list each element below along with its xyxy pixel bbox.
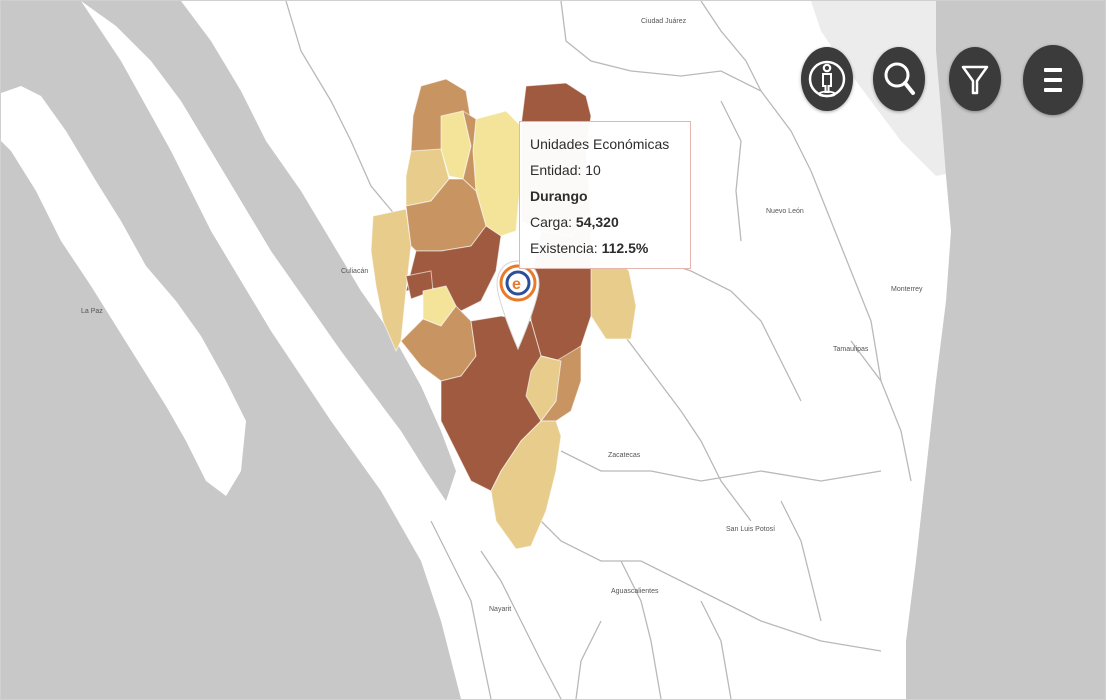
label-tamaulipas: Tamaulipas [833,346,869,353]
person-location-icon [808,60,846,98]
tooltip-entity-label: Entidad: [530,162,582,178]
label-zacatecas: Zacatecas [608,452,641,459]
tooltip-title: Unidades Económicas [530,136,670,152]
filter-button[interactable] [949,47,1001,111]
tooltip-existencia-label: Existencia: [530,240,598,256]
water-west [1,1,461,699]
map-pin-icon: e [496,260,540,351]
label-san-luis-potosi: San Luis Potosí [726,526,775,533]
filter-icon [961,65,989,95]
tooltip-existencia-row: Existencia: 112.5% [530,235,680,261]
label-culiacan: Culiacán [341,268,368,275]
label-aguascalientes: Aguascalientes [611,588,659,595]
label-nuevo-leon: Nuevo León [766,208,804,215]
locate-button[interactable] [801,47,853,111]
menu-icon [1044,68,1062,92]
region-south-light[interactable] [490,420,562,550]
gulf-of-mexico [906,1,1105,699]
label-monterrey: Monterrey [891,286,923,293]
map-pin-marker[interactable]: e [495,259,541,351]
tooltip-carga-value: 54,320 [575,214,619,230]
region-southeast-light[interactable] [525,355,562,422]
tooltip-state-name: Durango [530,188,588,204]
state-borders [285,1,912,699]
label-nayarit: Nayarit [489,606,511,613]
tooltip-entity-value: 10 [585,162,601,178]
label-la-paz: La Paz [81,308,103,315]
search-button[interactable] [873,47,925,111]
menu-button[interactable] [1023,45,1083,115]
tooltip-entity-row: Entidad: 10 [530,157,680,183]
tooltip-carga-label: Carga: [530,214,573,230]
tooltip-carga-row: Carga: 54,320 [530,209,680,235]
svg-text:e: e [512,276,521,293]
search-icon [884,62,915,95]
gulf-of-california [81,1,456,501]
region-tooltip: Unidades Económicas Entidad: 10 Durango … [519,121,691,269]
tooltip-existencia-value: 112.5% [601,240,649,256]
baja-peninsula [1,86,246,496]
label-ciudad-juarez: Ciudad Juárez [641,18,687,25]
